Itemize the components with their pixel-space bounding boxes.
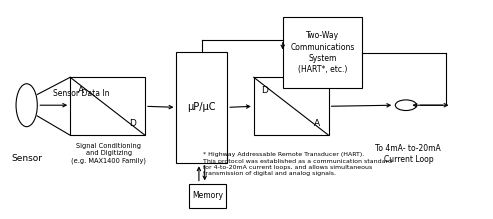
Text: D: D (130, 119, 137, 128)
Text: Signal Conditioning
and Digitizing
(e.g. MAX1400 Family): Signal Conditioning and Digitizing (e.g.… (71, 143, 146, 164)
Text: Sensor: Sensor (11, 154, 42, 163)
Text: μP/μC: μP/μC (187, 102, 216, 112)
Bar (283, 17, 362, 88)
Bar (189, 184, 226, 208)
Bar (176, 51, 227, 163)
Text: * Highway Addressable Remote Transducer (HART).
This protocol was established as: * Highway Addressable Remote Transducer … (203, 152, 392, 176)
Ellipse shape (16, 84, 37, 127)
Text: Two-Way
Communications
System
(HART*, etc.): Two-Way Communications System (HART*, et… (290, 32, 355, 74)
Text: A: A (314, 119, 319, 128)
Bar (254, 77, 329, 135)
Text: Memory: Memory (192, 191, 223, 200)
Bar (70, 77, 145, 135)
Text: To 4mA- to-20mA
Current Loop: To 4mA- to-20mA Current Loop (376, 144, 441, 164)
Text: D: D (261, 86, 268, 95)
Ellipse shape (395, 100, 417, 111)
Text: A: A (78, 86, 84, 95)
Text: Sensor Data In: Sensor Data In (53, 89, 110, 98)
